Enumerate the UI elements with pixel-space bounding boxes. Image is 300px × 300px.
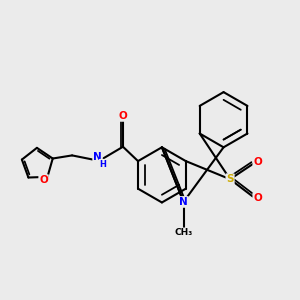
- Text: H: H: [100, 160, 106, 169]
- Text: S: S: [226, 174, 234, 184]
- Text: O: O: [253, 193, 262, 203]
- Text: CH₃: CH₃: [174, 228, 193, 237]
- Text: N: N: [93, 152, 102, 162]
- Text: O: O: [39, 175, 48, 185]
- Text: O: O: [253, 158, 262, 167]
- Text: N: N: [179, 197, 188, 207]
- Text: O: O: [118, 111, 127, 121]
